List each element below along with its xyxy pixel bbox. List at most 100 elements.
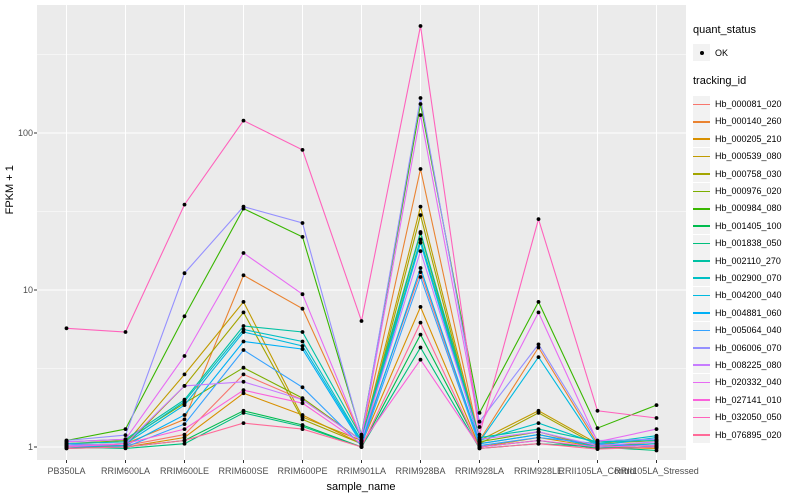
legend-item-label: Hb_001838_050 [715,238,782,249]
data-point [595,408,600,413]
data-point [241,324,246,328]
data-point [536,217,541,222]
data-point [300,344,305,348]
data-point [300,385,305,390]
data-point [182,422,187,426]
x-tick-label: RRIM928BA [395,466,446,476]
legend-item-Hb_001405_100: Hb_001405_100 [693,217,799,235]
data-point [477,425,482,429]
legend-item-label: Hb_008225_080 [715,359,782,370]
legend-item-Hb_032050_050: Hb_032050_050 [693,408,799,426]
legend-key-swatch [693,95,710,113]
legend-key-swatch [693,130,710,148]
data-point [182,435,187,440]
legend-line-icon [693,225,710,227]
legend-item-label: Hb_027141_010 [715,394,782,405]
data-point [418,237,423,242]
data-point [536,300,541,304]
y-axis-title: FPKM + 1 [4,165,16,215]
data-point [300,221,305,225]
legend-key-swatch [693,112,710,130]
legend-line-icon [693,173,710,175]
legend-line-icon [693,103,710,106]
data-point [241,372,246,377]
data-point [300,427,305,431]
legend-line-icon [693,277,710,280]
legend-line-icon [693,329,710,332]
data-point [300,424,305,429]
data-point [241,339,246,344]
data-point [418,357,423,362]
data-point [536,310,541,315]
legend-line-icon [693,260,710,262]
legend-item-label: Hb_076895_020 [715,429,782,440]
legend-key-swatch [693,165,710,183]
data-point [300,330,305,334]
data-point [241,421,246,425]
data-point [241,348,246,352]
x-tick-label: RRIM901LA [336,466,387,476]
legend-item-Hb_005064_040: Hb_005064_040 [693,321,799,339]
legend-item-label: Hb_000140_260 [715,116,782,127]
data-point [182,417,187,422]
data-point [241,300,246,304]
legend-key-swatch [693,304,710,322]
data-point [654,416,659,420]
data-point [418,24,423,28]
data-point [182,202,187,207]
point-icon [699,50,704,55]
legend-item-label: Hb_002900_070 [715,272,782,283]
data-point [241,391,246,396]
data-point [182,413,187,417]
data-point [654,445,659,449]
legend-item-Hb_004881_060: Hb_004881_060 [693,304,799,322]
legend-key-swatch [693,252,710,270]
legend-line-icon [693,364,710,367]
data-point [418,266,423,270]
quant-status-key [693,44,710,62]
data-point [300,417,305,422]
legend-item-Hb_006006_070: Hb_006006_070 [693,339,799,357]
data-point [536,432,541,437]
data-point [595,439,600,444]
legend-item-label: Hb_002110_270 [715,255,781,266]
data-point [241,330,246,334]
legend-item-label: Hb_006006_070 [715,342,782,353]
data-point [477,446,482,451]
data-point [536,355,541,359]
data-point [418,332,423,337]
legend-item-Hb_000081_020: Hb_000081_020 [693,95,799,113]
data-point [182,403,187,407]
legend-line-icon [693,242,710,245]
data-point [182,314,187,319]
data-point [300,292,305,297]
data-point [64,439,69,444]
legend-key-swatch [693,339,710,357]
data-point [182,427,187,431]
data-point [654,427,659,431]
data-point [536,441,541,446]
legend-item-label: Hb_000539_080 [715,151,782,162]
legend-item-label: Hb_000205_210 [715,133,782,144]
legend-item-label: Hb_032050_050 [715,412,782,423]
data-point [123,445,128,449]
data-point [182,441,187,446]
legend-line-icon [693,294,710,297]
data-point [418,167,423,171]
legend-key-swatch [693,286,710,304]
legend-item-label: Hb_000758_030 [715,168,782,179]
data-point [123,433,128,437]
y-tick-label: 10 [22,284,33,295]
legend-item-Hb_000758_030: Hb_000758_030 [693,165,799,183]
legend-key-swatch [693,408,710,426]
data-point [241,365,246,370]
legend-item-Hb_002900_070: Hb_002900_070 [693,269,799,287]
data-point [123,437,128,442]
data-point [418,249,423,254]
data-point [536,345,541,350]
x-tick-label: RRII105LA_Control [558,466,637,476]
legend-key-swatch [693,426,710,443]
data-point [300,347,305,351]
legend-item-label: Hb_005064_040 [715,325,782,336]
